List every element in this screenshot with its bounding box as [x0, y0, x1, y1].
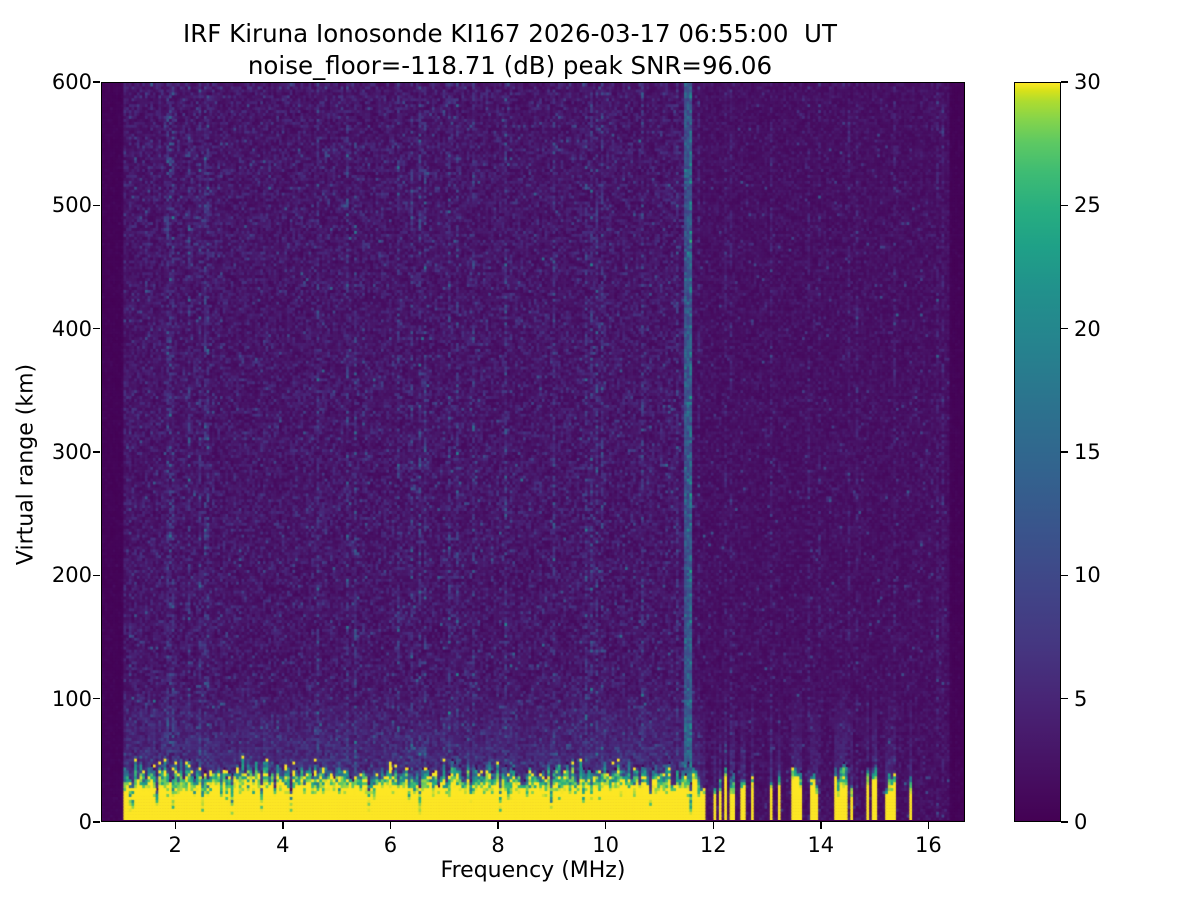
- x-tick-mark: [712, 822, 714, 829]
- x-tick-mark: [927, 822, 930, 829]
- colorbar-tick-mark: [1061, 327, 1068, 330]
- ionogram-plot-area: [101, 82, 965, 822]
- x-tick-label: 4: [276, 833, 290, 857]
- y-tick-mark: [93, 327, 100, 330]
- colorbar-tick-label: 15: [1074, 440, 1101, 464]
- y-tick-label: 200: [51, 563, 92, 588]
- y-tick-label: 300: [51, 440, 92, 464]
- y-axis-label: Virtual range (km): [13, 363, 39, 566]
- y-tick-mark: [93, 574, 100, 577]
- y-tick-mark: [93, 697, 100, 700]
- x-tick-mark: [604, 822, 607, 829]
- colorbar-tick-label: 20: [1074, 316, 1101, 341]
- colorbar-tick-mark: [1061, 574, 1068, 577]
- y-tick-mark: [93, 204, 100, 207]
- colorbar-tick-mark: [1061, 81, 1068, 83]
- colorbar-tick-label: 0: [1074, 810, 1088, 834]
- snr-colorbar: [1014, 82, 1061, 822]
- colorbar-tick-mark: [1061, 821, 1068, 823]
- x-tick-mark: [820, 822, 822, 829]
- colorbar-tick-label: 10: [1074, 563, 1101, 588]
- y-tick-label: 500: [51, 193, 92, 218]
- y-tick-label: 100: [51, 686, 92, 711]
- y-tick-label: 400: [51, 316, 92, 341]
- colorbar-tick-mark: [1061, 204, 1068, 207]
- x-tick-label: 14: [807, 833, 835, 857]
- x-tick-label: 16: [915, 833, 942, 857]
- x-tick-label: 6: [383, 833, 398, 857]
- x-tick-mark: [174, 822, 176, 829]
- y-tick-label: 0: [78, 810, 92, 834]
- y-tick-mark: [93, 81, 100, 83]
- colorbar-tick-label: 5: [1074, 686, 1088, 711]
- colorbar-tick-mark: [1061, 451, 1068, 453]
- x-tick-label: 12: [699, 833, 727, 857]
- x-tick-mark: [282, 822, 284, 829]
- colorbar-tick-label: 25: [1074, 193, 1101, 218]
- y-tick-mark: [93, 451, 100, 453]
- y-tick-label: 600: [51, 70, 92, 94]
- y-tick-mark: [93, 821, 100, 823]
- x-tick-mark: [497, 822, 499, 829]
- x-tick-mark: [389, 822, 392, 829]
- x-tick-label: 2: [168, 833, 182, 857]
- title-line-2: noise_floor=-118.71 (dB) peak SNR=96.06: [247, 50, 773, 80]
- colorbar-tick-label: 30: [1074, 70, 1101, 94]
- colorbar-tick-mark: [1061, 697, 1068, 700]
- figure-title: IRF Kiruna Ionosonde KI167 2026-03-17 06…: [0, 18, 1020, 82]
- title-line-1: IRF Kiruna Ionosonde KI167 2026-03-17 06…: [183, 19, 837, 48]
- x-tick-label: 8: [491, 833, 505, 857]
- x-tick-label: 10: [592, 833, 619, 857]
- x-axis-label: Frequency (MHz): [440, 858, 626, 883]
- ionogram-heatmap: [102, 83, 963, 820]
